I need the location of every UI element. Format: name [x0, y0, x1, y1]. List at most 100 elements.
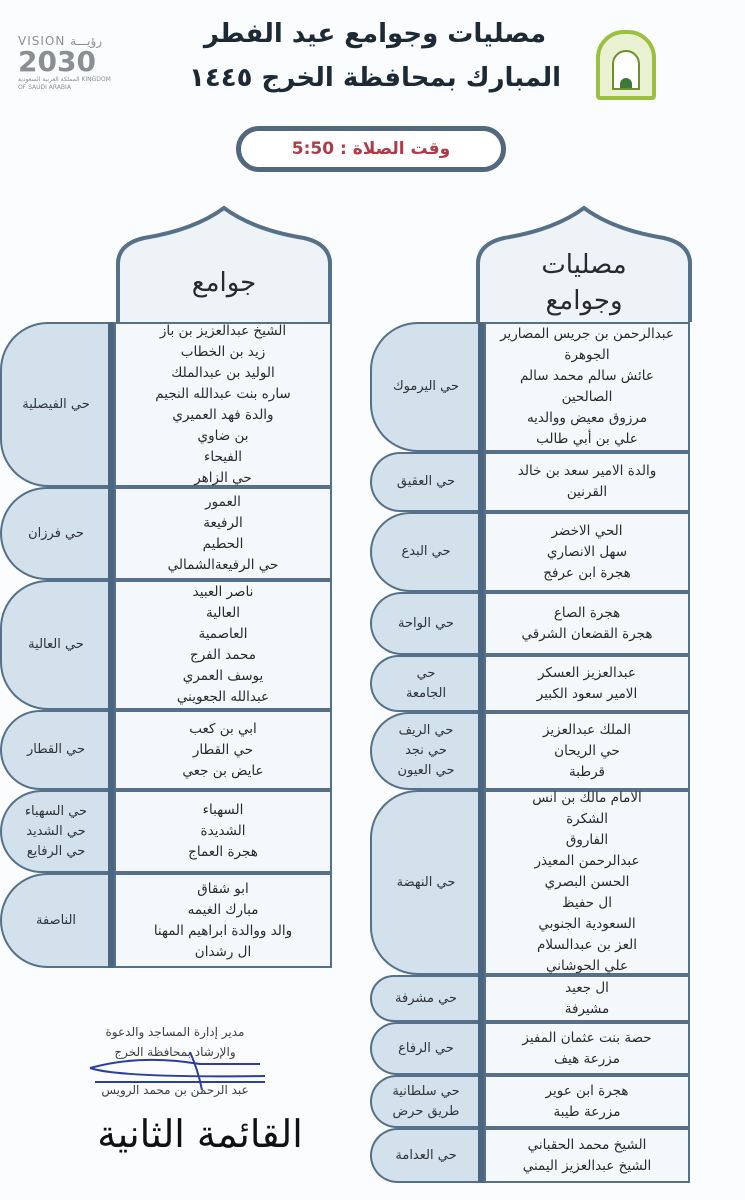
mosque-name: مشيرفة [564, 1000, 610, 1017]
mosque-name: العاصمية [198, 626, 248, 642]
mosque-name: مزرعة طيبة [553, 1103, 621, 1120]
mosque-name: هجرة القضعان الشرقي [521, 625, 653, 642]
district-name: حي الفيصلية [22, 396, 90, 412]
mosque-name: القرنين [566, 484, 608, 500]
vision-logo-line2: 2030 [18, 45, 96, 78]
district-name: حي سلطانية [392, 1083, 460, 1099]
mosque-list-cell: هجرة ابن عوير مزرعة طيبة [484, 1075, 690, 1128]
district-name: حي القطار [26, 742, 86, 757]
mosque-name: محمد الفرج [190, 647, 256, 663]
district-name: حي العقيق [396, 474, 456, 489]
mosque-name: والد ووالدة ابراهيم المهنا [153, 922, 293, 939]
mosque-list-cell: الامام مالك بن انس الشكرة الفاروق عبدالرحمن… [484, 790, 690, 975]
signature-name: عبد الرحمن بن محمد الرويس [101, 1083, 249, 1097]
mosque-name: ال رشدان [194, 943, 252, 960]
district-cell: حي السهباء حي الشديد حي الرفايع [0, 790, 110, 873]
mosque-name: هجرة العماج [188, 844, 258, 860]
district-name: حي الرفاع [398, 1040, 454, 1056]
page-title: مصليات وجوامع عيد الفطر المبارك بمحافظة … [180, 12, 570, 100]
district-name: حي البدع [401, 544, 451, 559]
district-name: حي الريف [398, 723, 454, 738]
mosque-name: والدة الامير سعد بن خالد [517, 463, 657, 479]
left-table-divider [108, 322, 114, 968]
district-cell: حي الواحة [370, 592, 480, 655]
district-name: حي العالية [28, 637, 84, 652]
mosque-name: والدة فهد العميري [172, 406, 274, 423]
mosque-name: الشيخ عبدالعزيز بن باز [159, 322, 287, 339]
district-cell: حي العدامة [370, 1128, 480, 1183]
mosque-name: الامام مالك بن انس [532, 790, 642, 806]
mosque-list-cell: عبدالرحمن بن جريس المصارير الجوهرة عائش سا… [484, 322, 690, 452]
mosque-list-cell: هجرة الصاع هجرة القضعان الشرقي [484, 592, 690, 655]
mosque-name: عبدالعزيز العسكر [538, 664, 636, 681]
district-cell: حي مشرفة [370, 975, 480, 1022]
mosque-name: الفاروق [565, 832, 609, 848]
mosque-name: عائش سالم محمد سالم [520, 368, 654, 384]
vision-logo-line1: VISION رؤيـــة [18, 34, 103, 48]
district-cell: حي القطار [0, 710, 110, 790]
district-cell: حي البدع [370, 512, 480, 592]
mosque-name: الرفيعة [203, 514, 243, 531]
district-name: حي السهباء [24, 803, 88, 819]
district-cell: حي الفيصلية [0, 322, 110, 487]
district-name: حي الرفايع [26, 843, 86, 859]
right-table-divider [478, 322, 484, 1183]
district-cell: حي النهضة [370, 790, 480, 975]
mosque-list-cell: عبدالعزيز العسكر الامير سعود الكبير [484, 655, 690, 712]
mosque-name: حي القطار [192, 741, 254, 758]
district-name: حي اليرموك [392, 379, 460, 394]
mosque-name: ال جعيد [565, 979, 609, 996]
mosque-list-cell: العمور الرفيعة الحطيم حي الرفيعةالشمالي [114, 487, 332, 580]
district-name: حي [416, 665, 436, 681]
district-name: حي فرزان [28, 525, 84, 541]
signature-title-2: والإرشاد بمحافظة الخرج [114, 1045, 236, 1059]
prayer-time-badge: وقت الصلاة : 5:50 [236, 126, 506, 172]
mosque-name: الشديدة [200, 823, 246, 839]
mosque-name: هجرة الصاع [553, 604, 621, 621]
right-header-label-1: مصليات [541, 250, 627, 280]
mosque-list-cell: الشيخ محمد الحقباني الشيخ عبدالعزيز اليمن… [484, 1128, 690, 1183]
mosque-list-cell: والدة الامير سعد بن خالد القرنين [484, 452, 690, 512]
mosque-name: حي الزاهر [194, 469, 252, 486]
list-label: القائمة الثانية [97, 1112, 303, 1156]
district-name: الناصفة [35, 912, 77, 928]
mosque-name: مرزوق معيض ووالديه [526, 410, 648, 426]
signature-title-1: مدير إدارة المساجد والدعوة [105, 1025, 245, 1039]
district-cell: حي اليرموك [370, 322, 480, 452]
mosque-name: هجرة ابن عوير [545, 1082, 629, 1099]
title-line-2: المبارك بمحافظة الخرج ١٤٤٥ [188, 63, 562, 93]
mosque-name: يوسف العمري [182, 668, 264, 684]
district-cell: حي العالية [0, 580, 110, 710]
mosque-name: حي الريحان [554, 742, 620, 759]
mosque-name: الحي الاخضر [551, 522, 623, 539]
mosque-name: عبدالله الجعويني [176, 689, 270, 705]
mosque-name: السعودية الجنوبي [538, 916, 636, 932]
district-name: حي الواحة [398, 615, 454, 631]
left-table-header: جوامع [114, 204, 334, 322]
district-cell: حي الريف حي نجد حي العيون [370, 712, 480, 790]
mosque-name: مبارك الغيمه [187, 901, 259, 918]
mosque-name: بن ضاوي [197, 427, 249, 444]
mosque-list-cell: ال جعيد مشيرفة [484, 975, 690, 1022]
mosque-list-cell: ناصر العبيد العالية العاصمية محمد الفرج يوسف… [114, 580, 332, 710]
district-name: طريق حرض [392, 1103, 460, 1119]
mosque-name: ساره بنت عبدالله النجيم [155, 385, 291, 402]
title-line-1: مصليات وجوامع عيد الفطر [203, 19, 547, 49]
mosque-name: الامير سعود الكبير [536, 685, 638, 702]
mosque-list-cell: ابو شقاق مبارك الغيمه والد ووالدة ابراهيم … [114, 873, 332, 968]
district-name: حي مشرفة [395, 990, 457, 1006]
mosque-name: قرطبة [569, 763, 605, 780]
mosque-name: ال حفيظ [562, 895, 612, 911]
district-name: حي النهضة [396, 874, 456, 890]
vision-logo-line3: المملكة العربية السعودية KINGDOM OF SAUD… [18, 76, 111, 91]
district-cell: حي الجامعة [370, 655, 480, 712]
right-header-label-2: وجوامع [545, 286, 623, 316]
mosque-name: علي بن أبي طالب [536, 431, 638, 447]
mosque-name: الفيحاء [204, 448, 242, 465]
mosque-name: هجرة ابن عرفج [543, 564, 631, 581]
mosque-name: الحسن البصري [544, 874, 630, 890]
mosque-name: عبدالرحمن بن جريس المصارير [500, 326, 674, 342]
mosque-name: الملك عبدالعزيز [542, 721, 632, 738]
vision-2030-logo: VISION رؤيـــة 2030 المملكة العربية السع… [18, 34, 118, 92]
district-name: حي العيون [397, 763, 455, 778]
